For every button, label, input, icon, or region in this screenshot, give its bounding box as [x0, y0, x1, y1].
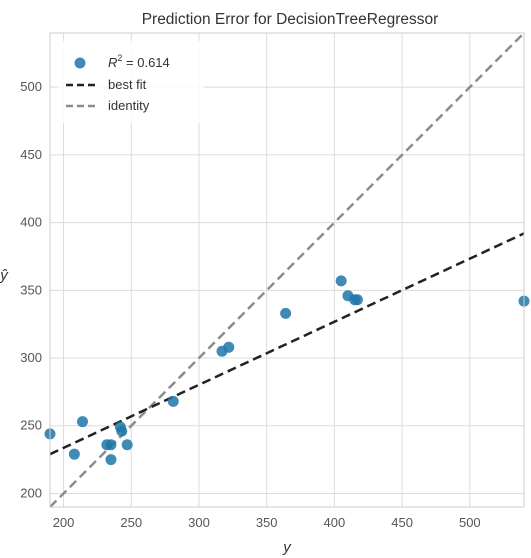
y-tick-label: 300 [20, 350, 42, 365]
x-tick-label: 200 [53, 515, 75, 530]
legend-r2-label: R2 = 0.614 [108, 53, 170, 70]
data-point [168, 396, 179, 407]
data-point [77, 416, 88, 427]
y-tick-labels: 200 250 300 350 400 450 500 [20, 79, 42, 500]
x-tick-label: 300 [188, 515, 210, 530]
legend-identity-label: identity [108, 98, 150, 113]
y-tick-label: 350 [20, 282, 42, 297]
x-tick-label: 500 [459, 515, 481, 530]
y-tick-label: 250 [20, 418, 42, 433]
legend-r2-value: = 0.614 [122, 55, 169, 70]
data-point [105, 454, 116, 465]
y-tick-label: 500 [20, 79, 42, 94]
x-tick-label: 250 [120, 515, 142, 530]
legend-r2-base: R [108, 55, 117, 70]
data-point [105, 439, 116, 450]
data-point [69, 449, 80, 460]
x-tick-label: 350 [256, 515, 278, 530]
y-axis-label: ŷ [0, 267, 9, 284]
data-point [223, 342, 234, 353]
data-point [122, 439, 133, 450]
y-tick-label: 200 [20, 485, 42, 500]
y-tick-label: 400 [20, 215, 42, 230]
data-point [336, 275, 347, 286]
data-point [352, 294, 363, 305]
x-axis-label: y [282, 539, 292, 556]
chart-title: Prediction Error for DecisionTreeRegress… [142, 11, 439, 28]
x-tick-label: 450 [391, 515, 413, 530]
x-tick-label: 400 [324, 515, 346, 530]
x-tick-labels: 200 250 300 350 400 450 500 [53, 515, 481, 530]
y-tick-label: 450 [20, 147, 42, 162]
legend: R2 = 0.614 best fit identity [58, 41, 204, 123]
data-point [280, 308, 291, 319]
legend-marker [75, 58, 86, 69]
legend-best-fit-label: best fit [108, 77, 147, 92]
data-point [116, 426, 127, 437]
